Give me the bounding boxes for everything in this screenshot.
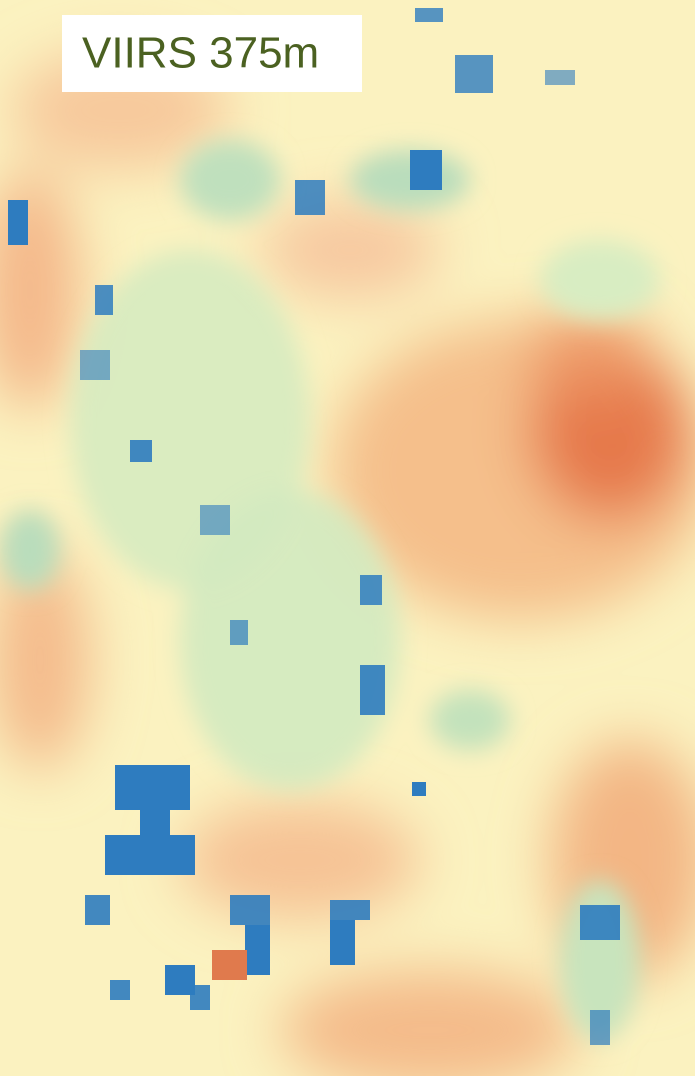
page: {"label": "VIIRS 375m"} xyxy=(0,0,695,1076)
raster-map: VIIRS 375m xyxy=(0,0,695,1076)
map-label: VIIRS 375m xyxy=(82,29,319,78)
red-pixel xyxy=(212,950,247,980)
